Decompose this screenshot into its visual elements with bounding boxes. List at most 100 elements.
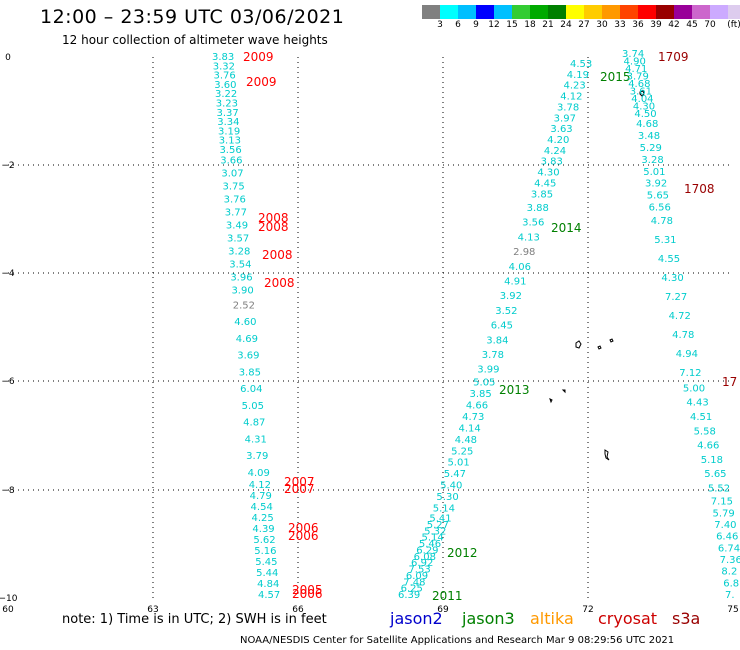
wave-height-value: 7.40: [714, 520, 736, 531]
wave-height-value: 5.79: [713, 508, 735, 519]
pass-time-label: 1708: [684, 182, 715, 196]
pass-time-label: 2014: [551, 221, 582, 235]
wave-height-value: 4.48: [455, 435, 477, 446]
wave-height-value: 3.88: [527, 203, 549, 214]
wave-height-value: 4.12: [249, 480, 271, 491]
y-tick-label: −8: [1, 486, 15, 496]
wave-height-value: 4.57: [258, 590, 280, 601]
wave-height-value: 7.36: [720, 555, 740, 566]
pass-time-label: 2009: [246, 75, 277, 89]
wave-height-value: 4.30: [537, 168, 559, 179]
island-outline: [550, 399, 552, 402]
wave-height-value: 3.92: [645, 179, 667, 190]
wave-height-value: 4.53: [570, 59, 592, 70]
wave-height-value: 4.14: [458, 423, 480, 434]
pass-time-label: 2011: [432, 589, 463, 603]
wave-height-value: 3.84: [486, 335, 508, 346]
wave-height-value: 3.85: [239, 367, 261, 378]
track-right: 3.744.904.713.794.683.614.044.304.504.68…: [622, 49, 740, 601]
satellite-name: jason3: [462, 609, 515, 628]
satellite-name: altika: [530, 609, 574, 628]
pass-time-label: 2008: [264, 276, 295, 290]
wave-height-value: 4.12: [560, 92, 582, 103]
wave-height-value: 3.78: [557, 102, 579, 113]
wave-height-value: 8.2: [721, 567, 737, 578]
wave-height-value: 4.20: [547, 135, 569, 146]
wave-height-value: 4.43: [686, 398, 708, 409]
wave-height-value: 3.28: [641, 155, 663, 166]
wave-height-value: 5.00: [683, 383, 705, 394]
wave-height-value: 3.85: [531, 189, 553, 200]
wave-height-value: 5.05: [473, 378, 495, 389]
satellite-name: jason2: [390, 609, 443, 628]
wave-height-value: 5.52: [708, 483, 730, 494]
wave-height-value: 5.29: [640, 143, 662, 154]
wave-height-value: 4.66: [697, 441, 719, 452]
x-tick-label: 75: [727, 605, 738, 615]
wave-height-value: 5.18: [701, 455, 723, 466]
wave-height-value: 4.68: [636, 119, 658, 130]
wave-height-value: 4.55: [658, 254, 680, 265]
wave-height-value: 3.48: [638, 131, 660, 142]
x-tick-label: 72: [582, 605, 593, 615]
wave-height-value: 3.57: [227, 233, 249, 244]
wave-height-value: 3.96: [230, 272, 252, 283]
wave-height-value: 7.15: [711, 497, 733, 508]
wave-height-value: 4.73: [462, 412, 484, 423]
satellite-name: cryosat: [598, 609, 657, 628]
wave-height-value: 2.52: [233, 300, 255, 311]
wave-height-value: 3.85: [469, 389, 491, 400]
axis-labels: 60 63 66 69 72 750−2−4−6−8−10: [0, 53, 739, 615]
wave-height-value: 4.78: [651, 216, 673, 227]
pass-time-label: 2009: [243, 50, 274, 64]
pass-time-label: 2006: [292, 587, 323, 601]
wave-height-value: 3.75: [223, 181, 245, 192]
wave-height-value: 5.01: [447, 458, 469, 469]
wave-height-value: 4.45: [534, 178, 556, 189]
footnote: note: 1) Time is in UTC; 2) SWH is in fe…: [62, 612, 327, 627]
wave-height-value: 5.31: [654, 235, 676, 246]
wave-height-value: 5.45: [255, 557, 277, 568]
wave-height-value: 4.09: [248, 468, 270, 479]
wave-height-value: 3.99: [477, 365, 499, 376]
island-outline: [605, 450, 609, 460]
wave-height-value: 4.23: [563, 81, 585, 92]
wave-height-value: 5.62: [253, 535, 275, 546]
wave-height-value: 3.77: [225, 207, 247, 218]
wave-height-value: 6.46: [716, 532, 738, 543]
wave-height-value: 6.56: [649, 202, 671, 213]
wave-height-value: 4.25: [251, 513, 273, 524]
pass-time-label: 2012: [447, 546, 478, 560]
island-outline: [610, 339, 613, 342]
wave-height-value: 3.49: [226, 220, 248, 231]
wave-height-value: 4.06: [509, 262, 531, 273]
wave-height-value: 5.16: [254, 546, 276, 557]
wave-height-value: 6.8: [723, 578, 739, 589]
y-tick-label: 0: [5, 53, 11, 63]
wave-height-value: 4.72: [669, 311, 691, 322]
pass-time-label: 17: [722, 375, 737, 389]
wave-height-value: 4.69: [236, 334, 258, 345]
track-middle: 4.534.194.234.123.783.973.634.204.243.83…: [398, 59, 631, 603]
wave-height-value: 6.04: [240, 384, 262, 395]
wave-height-value: 5.47: [444, 469, 466, 480]
wave-height-value: 4.30: [661, 273, 683, 284]
wave-height-value: 5.01: [643, 167, 665, 178]
wave-height-value: 4.39: [252, 524, 274, 535]
y-tick-label: −4: [1, 269, 15, 279]
wave-height-value: 3.07: [221, 168, 243, 179]
wave-height-value: 5.65: [704, 469, 726, 480]
wave-height-value: 3.83: [541, 157, 563, 168]
wave-height-value: 6.45: [491, 321, 513, 332]
wave-height-value: 4.84: [257, 579, 279, 590]
wave-height-value: 5.65: [647, 191, 669, 202]
y-tick-label: −10: [0, 594, 18, 604]
pass-time-label: 2008: [258, 220, 289, 234]
wave-height-value: 7.27: [665, 292, 687, 303]
island-outline: [563, 390, 565, 392]
wave-height-value: 4.79: [250, 491, 272, 502]
wave-height-value: 3.63: [550, 124, 572, 135]
graticule: [8, 57, 733, 598]
wave-height-value: 2.98: [513, 247, 535, 258]
